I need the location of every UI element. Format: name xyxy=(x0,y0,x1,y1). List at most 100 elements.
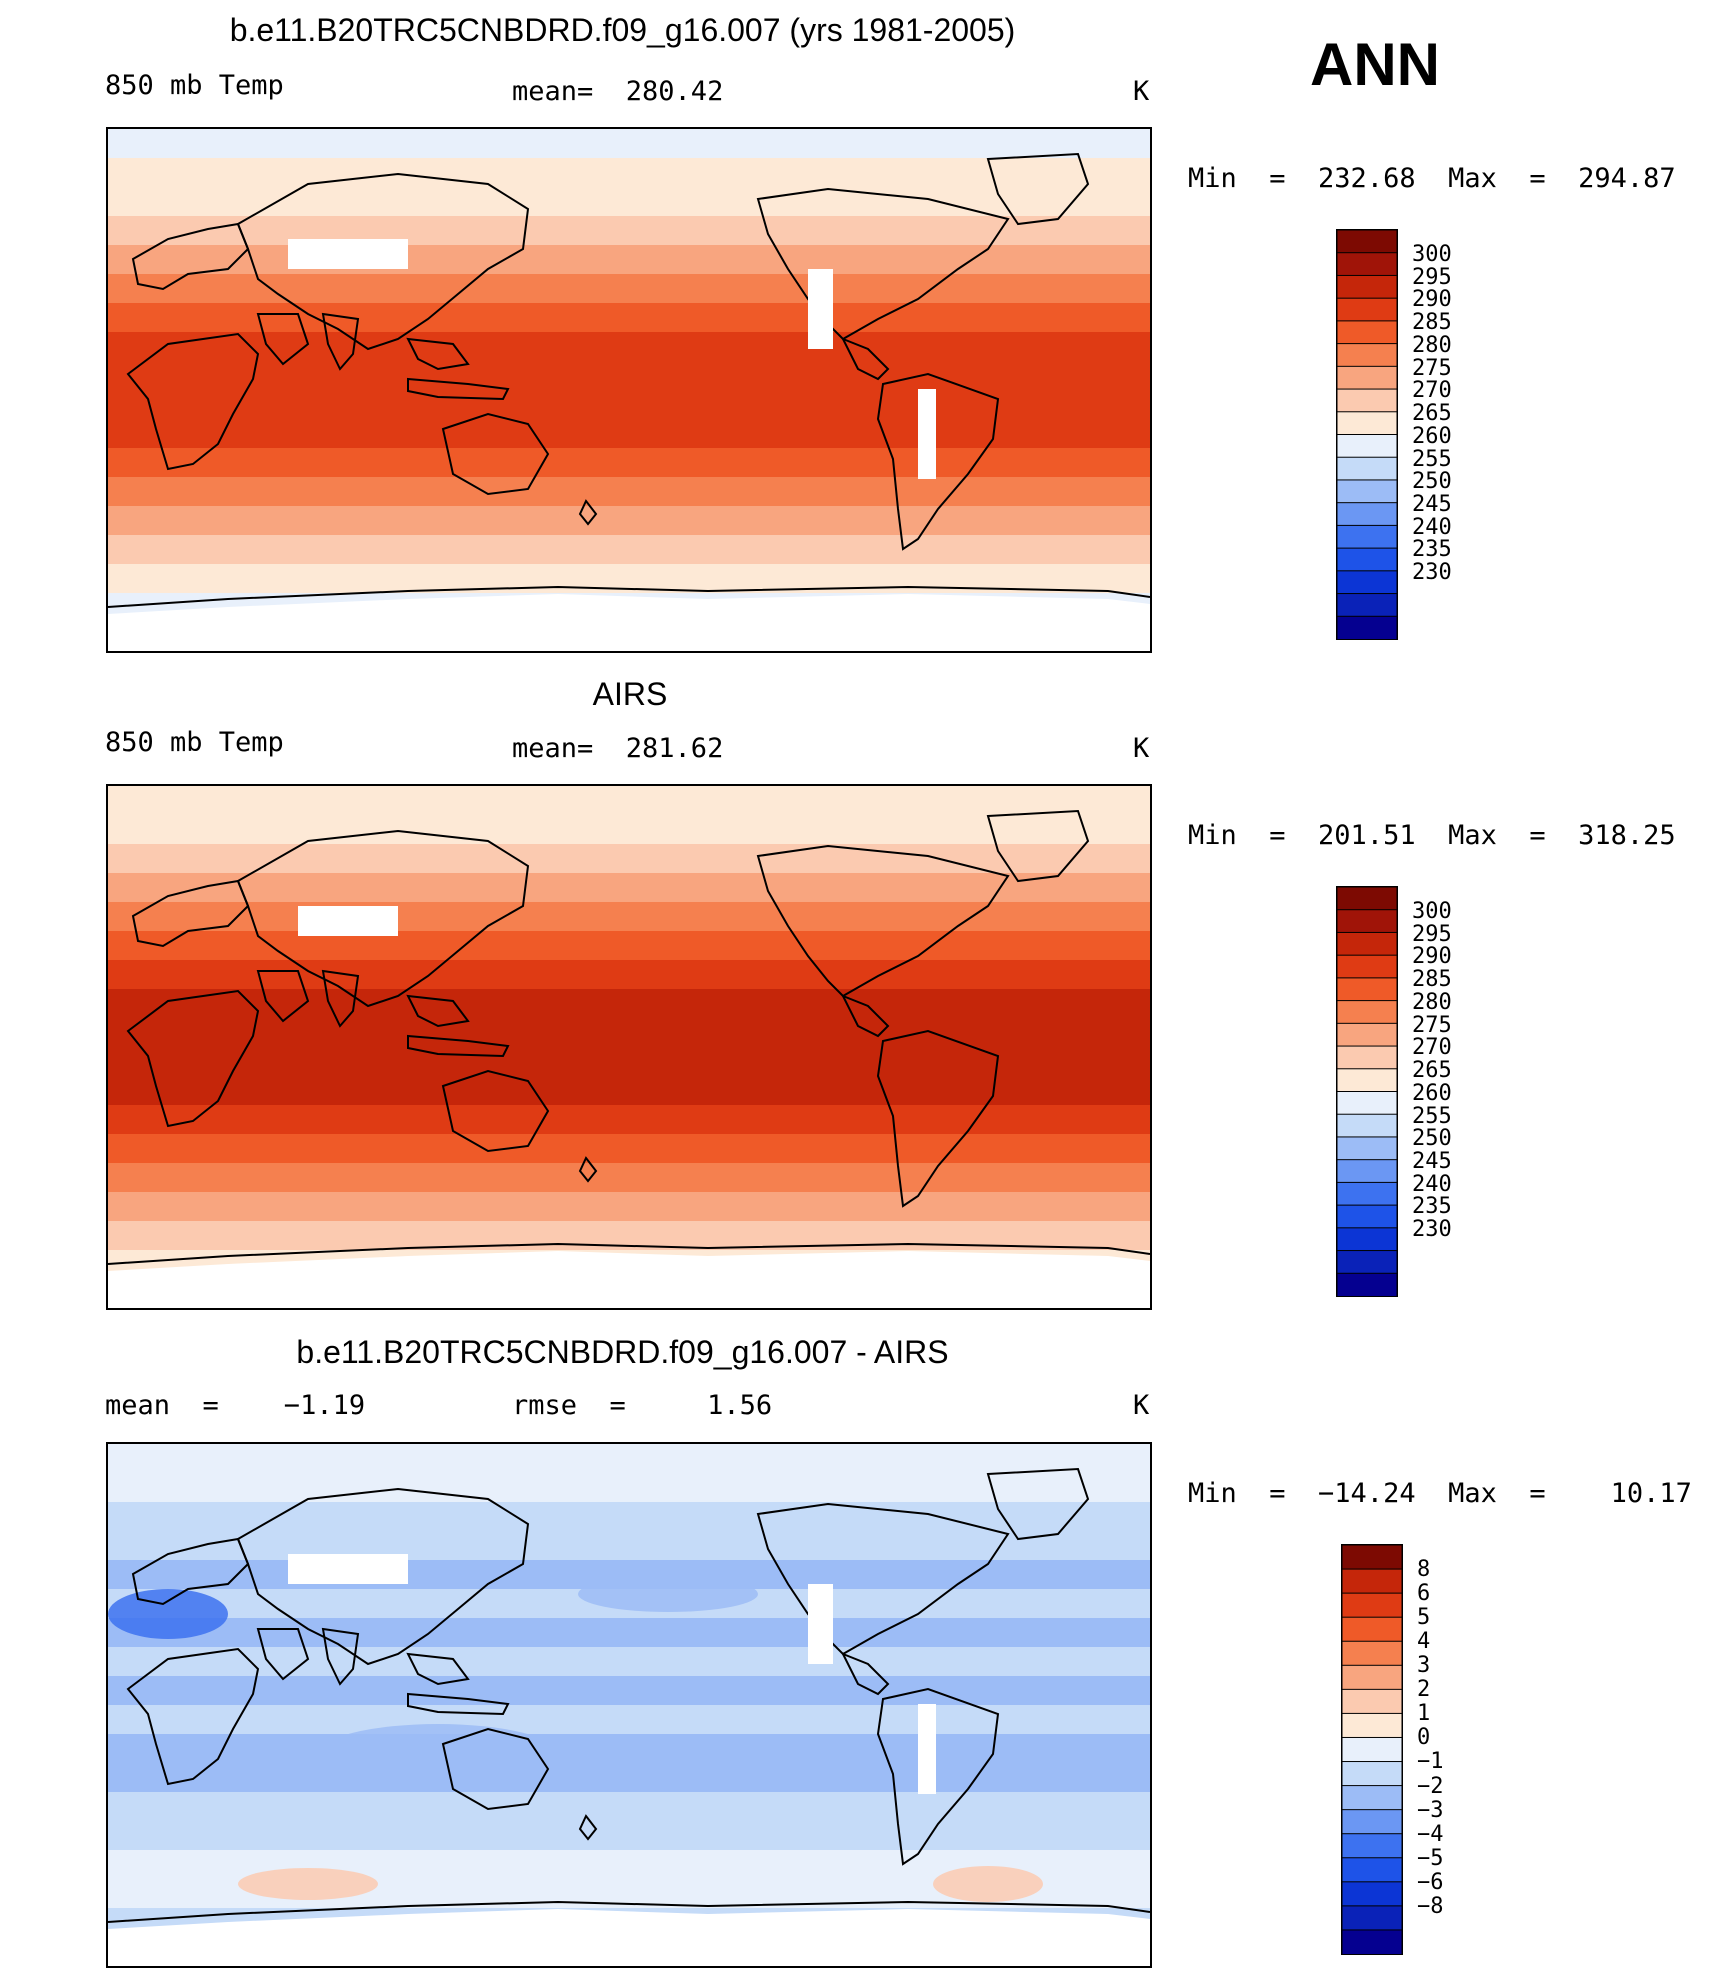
map-latitude-band xyxy=(108,931,1150,961)
colorbar-box xyxy=(1336,1204,1398,1229)
panel3-colorbar-labels: 8 6 5 4 3 2 1 0 −1 −2 −3 −4 −5 −6 −8 xyxy=(1417,1555,1497,1955)
colorbar-tick-label: 2 xyxy=(1417,1677,1431,1703)
colorbar-box xyxy=(1336,931,1398,957)
colorbar-tick-label: −1 xyxy=(1417,1749,1444,1775)
panel2-title: AIRS xyxy=(592,676,668,712)
colorbar-tick-label: 230 xyxy=(1412,560,1452,586)
colorbar-tick-label: 235 xyxy=(1412,1194,1452,1220)
map-latitude-band xyxy=(108,506,1150,536)
missing-data-region xyxy=(808,1584,833,1664)
panel1-colorbar xyxy=(1336,229,1398,640)
coastline-arabia xyxy=(256,970,310,1023)
coastline-europe xyxy=(131,1537,250,1606)
coastline-samerica xyxy=(876,1029,1000,1208)
panel3-colorbar-svg xyxy=(1341,1544,1403,1956)
coastline-africa xyxy=(126,332,260,471)
colorbar-box xyxy=(1336,229,1398,254)
panel3-rmse-label: rmse = 1.56 xyxy=(512,1390,773,1421)
map-latitude-band xyxy=(108,1502,1150,1532)
missing-data-region xyxy=(918,389,936,479)
panel2-mean-label: mean= 281.62 xyxy=(512,733,724,764)
colorbar-box xyxy=(1336,1022,1398,1048)
map-latitude-band xyxy=(108,303,1150,333)
colorbar-box xyxy=(1336,388,1398,413)
coastline-seasia xyxy=(406,1652,470,1686)
colorbar-box xyxy=(1336,954,1398,979)
panel3-mean-label: mean = −1.19 xyxy=(105,1390,366,1421)
colorbar-box xyxy=(1336,1250,1398,1275)
colorbar-box xyxy=(1336,479,1398,504)
coastline-namerica xyxy=(756,1502,1010,1656)
map-latitude-band xyxy=(108,1647,1150,1677)
map-latitude-band xyxy=(108,1444,1150,1474)
map-latitude-band xyxy=(108,1676,1150,1706)
coastline-asia xyxy=(236,829,530,1008)
season-label: ANN xyxy=(1310,31,1440,98)
colorbar-tick-label: 250 xyxy=(1412,469,1452,495)
coastline-india xyxy=(321,969,360,1028)
colorbar-box xyxy=(1336,547,1398,572)
map-latitude-band xyxy=(108,873,1150,903)
colorbar-tick-label: 245 xyxy=(1412,491,1452,517)
panel2-units-label: K xyxy=(1133,733,1150,764)
map-latitude-band xyxy=(108,1018,1150,1048)
map-latitude-band xyxy=(108,1821,1150,1851)
colorbar-tick-label: 8 xyxy=(1417,1557,1431,1582)
colorbar-tick-label: 0 xyxy=(1417,1725,1431,1751)
colorbar-box xyxy=(1341,1905,1403,1931)
panel1-title: b.e11.B20TRC5CNBDRD.f09_g16.007 (yrs 198… xyxy=(229,12,1016,48)
colorbar-tick-label: −4 xyxy=(1417,1821,1444,1847)
colorbar-box xyxy=(1336,615,1398,640)
colorbar-box xyxy=(1341,1712,1403,1739)
map-latitude-band xyxy=(108,989,1150,1019)
map-latitude-band xyxy=(108,786,1150,816)
coastline-camerica xyxy=(840,994,890,1038)
colorbar-box xyxy=(1336,320,1398,345)
map-latitude-band xyxy=(108,815,1150,845)
map-latitude-band xyxy=(108,902,1150,932)
colorbar-box xyxy=(1336,1227,1398,1252)
colorbar-tick-label: 280 xyxy=(1412,989,1452,1015)
coastline-indonesia xyxy=(407,1034,510,1058)
coastline-indonesia xyxy=(407,377,510,401)
colorbar-box xyxy=(1336,343,1398,368)
coastline-australia xyxy=(441,1727,550,1811)
coastline-antarctica xyxy=(108,1242,1150,1265)
map-latitude-band xyxy=(108,274,1150,304)
panel2-colorbar-svg xyxy=(1336,886,1398,1297)
colorbar-box xyxy=(1336,365,1398,391)
map-latitude-band xyxy=(108,1134,1150,1164)
colorbar-tick-label: 280 xyxy=(1412,332,1452,358)
colorbar-tick-label: 275 xyxy=(1412,355,1452,381)
antarctica-mask xyxy=(108,1251,1150,1308)
panel3-map-svg xyxy=(108,1444,1150,1966)
coastline-india xyxy=(321,1627,360,1686)
anomaly-patch xyxy=(108,1589,228,1639)
colorbar-box xyxy=(1336,434,1398,459)
colorbar-box xyxy=(1341,1592,1403,1619)
panel1-colorbar-svg xyxy=(1336,229,1398,640)
coastline-india xyxy=(321,312,360,371)
colorbar-box xyxy=(1336,252,1398,277)
coastline-antarctica xyxy=(108,1900,1150,1923)
map-latitude-band xyxy=(108,332,1150,362)
colorbar-tick-label: 255 xyxy=(1412,446,1452,472)
colorbar-tick-label: −3 xyxy=(1417,1797,1444,1823)
coastline-namerica xyxy=(756,844,1010,998)
colorbar-box xyxy=(1341,1833,1403,1859)
colorbar-box xyxy=(1341,1616,1403,1643)
colorbar-box xyxy=(1341,1664,1403,1691)
map-latitude-band xyxy=(108,1047,1150,1077)
colorbar-box xyxy=(1336,1000,1398,1025)
panel1-variable-label: 850 mb Temp xyxy=(105,70,284,101)
panel2-map-svg xyxy=(108,786,1150,1308)
panel3-units-label: K xyxy=(1133,1390,1150,1421)
panel2-colorbar xyxy=(1336,886,1398,1297)
coastline-europe xyxy=(131,879,250,948)
map-latitude-band xyxy=(108,1763,1150,1793)
colorbar-tick-label: 300 xyxy=(1412,899,1452,924)
colorbar-tick-label: 235 xyxy=(1412,537,1452,563)
anomaly-patch xyxy=(578,1576,758,1612)
coastline-samerica xyxy=(876,372,1000,551)
colorbar-tick-label: 260 xyxy=(1412,1080,1452,1106)
